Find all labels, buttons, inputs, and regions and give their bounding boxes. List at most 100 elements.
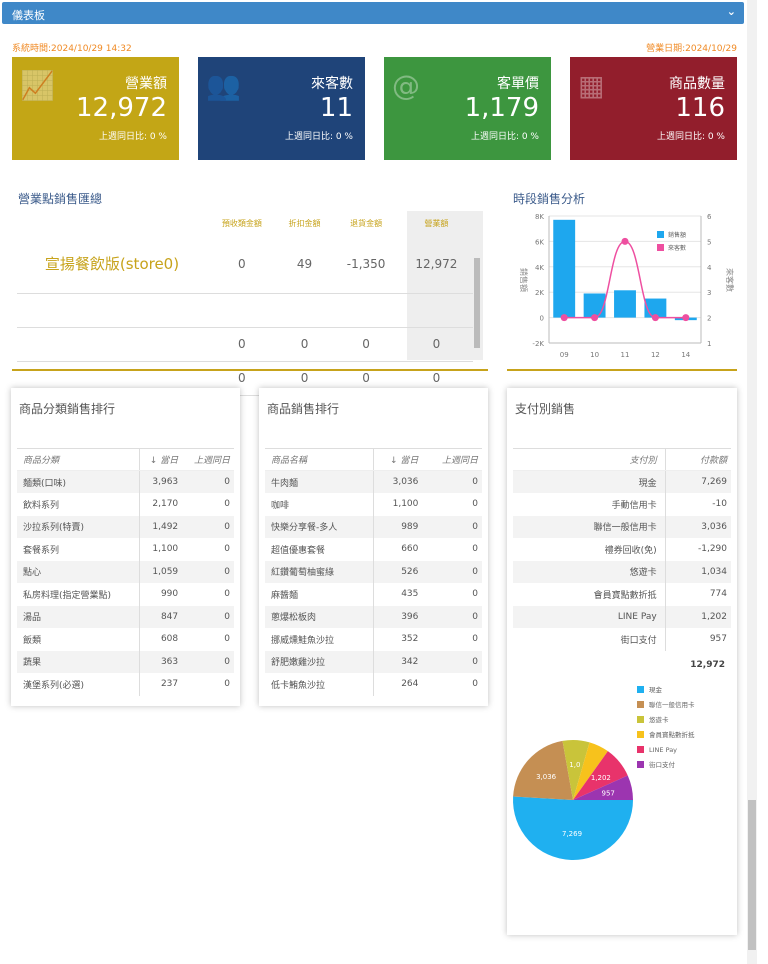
divider: [12, 369, 488, 371]
legend-label: 悠遊卡: [649, 715, 669, 724]
cell: 342: [373, 650, 423, 673]
cell: 0: [182, 650, 234, 673]
column-header[interactable]: ↓ 當日: [139, 448, 183, 471]
cell: 0: [224, 544, 230, 555]
cell: 660: [401, 544, 419, 555]
kpi-value: 12,972: [76, 93, 167, 123]
pie-slice: [573, 775, 633, 800]
x-tick-label: 09: [560, 351, 569, 359]
kpi-card[interactable]: 👥 來客數 11 上週同日比: 0 %: [198, 57, 365, 160]
column-header[interactable]: 付款額: [665, 448, 731, 471]
cell: 3,036: [373, 470, 423, 493]
scrollbar-thumb[interactable]: [748, 800, 756, 950]
payment-table: 支付別 付款額 現金 7,269 手動信用卡 -10 聯信一般信用卡 3,036 禮券回收(免)…: [513, 448, 731, 651]
summary-title: 營業點銷售匯總: [18, 192, 103, 206]
cell: 990: [160, 589, 179, 600]
table-row: 漢堡系列(必選) 237 0: [17, 673, 234, 696]
cell: 0: [224, 679, 230, 690]
y-axis-label: 銷售額: [519, 268, 529, 292]
column-header[interactable]: 支付別: [513, 448, 666, 471]
legend-swatch: [657, 244, 664, 251]
cell: 紅鑽葡萄柚蜜綠: [265, 560, 374, 583]
table-row: 套餐系列 1,100 0: [17, 538, 234, 561]
product-rank-panel: 商品銷售排行 商品名稱 ↓ 當日 上週同日 牛肉麵 3,036 0 咖啡 1,100 0 快樂分享…: [259, 388, 488, 706]
table-row: 聯信一般信用卡 3,036: [513, 515, 731, 538]
cell: 1,202: [665, 605, 731, 628]
table-row: 麵類(口味) 3,963 0: [17, 470, 234, 493]
cell: 2,170: [152, 499, 179, 510]
cell: 0: [472, 589, 478, 600]
line-point: [560, 314, 568, 322]
legend-label: 銷售額: [668, 231, 686, 239]
y2-tick-label: 5: [707, 238, 711, 246]
legend-label: 聯信一般信用卡: [649, 700, 695, 709]
table-row: 點心 1,059 0: [17, 560, 234, 583]
cell: 聯信一般信用卡: [513, 515, 666, 538]
dashboard-header[interactable]: 儀表板 ⌄: [2, 2, 744, 24]
cell: 退貨金額: [350, 218, 383, 228]
y2-tick-label: 4: [707, 264, 712, 272]
cell: 手動信用卡: [513, 493, 666, 516]
y2-tick-label: 1: [707, 340, 711, 348]
cell: 麻醬麵: [265, 583, 374, 606]
cell: 麵類(口味): [17, 470, 140, 493]
table-row: 快樂分享餐-多人 989 0: [265, 515, 482, 538]
table-row: 蔥爆松板肉 396 0: [265, 605, 482, 628]
table-row: 咖啡 1,100 0: [265, 493, 482, 516]
kpi-card[interactable]: ▦ 商品數量 116 上週同日比: 0 %: [570, 57, 737, 160]
kpi-card[interactable]: @ 客單價 1,179 上週同日比: 0 %: [384, 57, 551, 160]
boxes-icon: ▦: [578, 69, 605, 102]
cell: -1,290: [697, 544, 727, 555]
column-header[interactable]: 商品名稱: [265, 448, 374, 471]
cell: 7,269: [665, 470, 731, 493]
cell: 0: [182, 470, 234, 493]
cell: 957: [709, 634, 727, 645]
cell: [207, 293, 277, 328]
cell: 0: [224, 589, 230, 600]
column-header[interactable]: 上週同日: [182, 448, 234, 471]
y2-tick-label: 6: [707, 213, 712, 221]
table-row: 蔬果 363 0: [17, 650, 234, 673]
table-row: 街口支付 957: [513, 628, 731, 651]
cell: 0: [224, 634, 230, 645]
column-header[interactable]: 上週同日: [422, 448, 482, 471]
cell: 蔥爆松板肉: [265, 605, 374, 628]
summary-scrollbar[interactable]: [474, 258, 480, 348]
cell: 蔬果: [17, 650, 140, 673]
pie-slice: [573, 742, 608, 800]
cell: 現金: [513, 470, 666, 493]
y2-tick-label: 3: [707, 289, 711, 297]
legend-swatch: [637, 701, 644, 708]
cell: 套餐系列: [17, 538, 140, 561]
slice-label: 1,202: [591, 774, 611, 782]
column-header[interactable]: 商品分類: [17, 448, 140, 471]
cell: 點心: [17, 560, 140, 583]
cell: 街口支付: [513, 628, 666, 651]
chevron-down-icon[interactable]: ⌄: [726, 5, 736, 18]
cell: 0: [422, 560, 482, 583]
table-header: 商品分類 ↓ 當日 上週同日: [17, 448, 234, 471]
legend-swatch: [637, 761, 644, 768]
panel-title: 商品分類銷售排行: [19, 402, 116, 416]
kpi-card[interactable]: 📈 營業額 12,972 上週同日比: 0 %: [12, 57, 179, 160]
cell: 折扣金額: [288, 218, 321, 228]
cell: 0: [422, 650, 482, 673]
kpi-compare: 上週同日比: 0 %: [98, 132, 167, 142]
column-header[interactable]: ↓ 當日: [373, 448, 423, 471]
table-header: 商品名稱 ↓ 當日 上週同日: [265, 448, 482, 471]
cell: 0: [182, 515, 234, 538]
table-row: 挪威燻鮭魚沙拉 352 0: [265, 628, 482, 651]
cell: 49: [276, 235, 333, 294]
line-point: [591, 314, 599, 322]
table-row: LINE Pay 1,202: [513, 605, 731, 628]
system-time: 系統時間:2024/10/29 14:32: [12, 44, 132, 54]
cell: 飯類: [17, 628, 140, 651]
table-row: 飲料系列 2,170 0: [17, 493, 234, 516]
table-row: 湯品 847 0: [17, 605, 234, 628]
table-row: 麻醬麵 435 0: [265, 583, 482, 606]
kpi-title: 來客數: [311, 76, 353, 92]
cell: 1,100: [152, 544, 179, 555]
page-scrollbar[interactable]: [747, 0, 757, 964]
